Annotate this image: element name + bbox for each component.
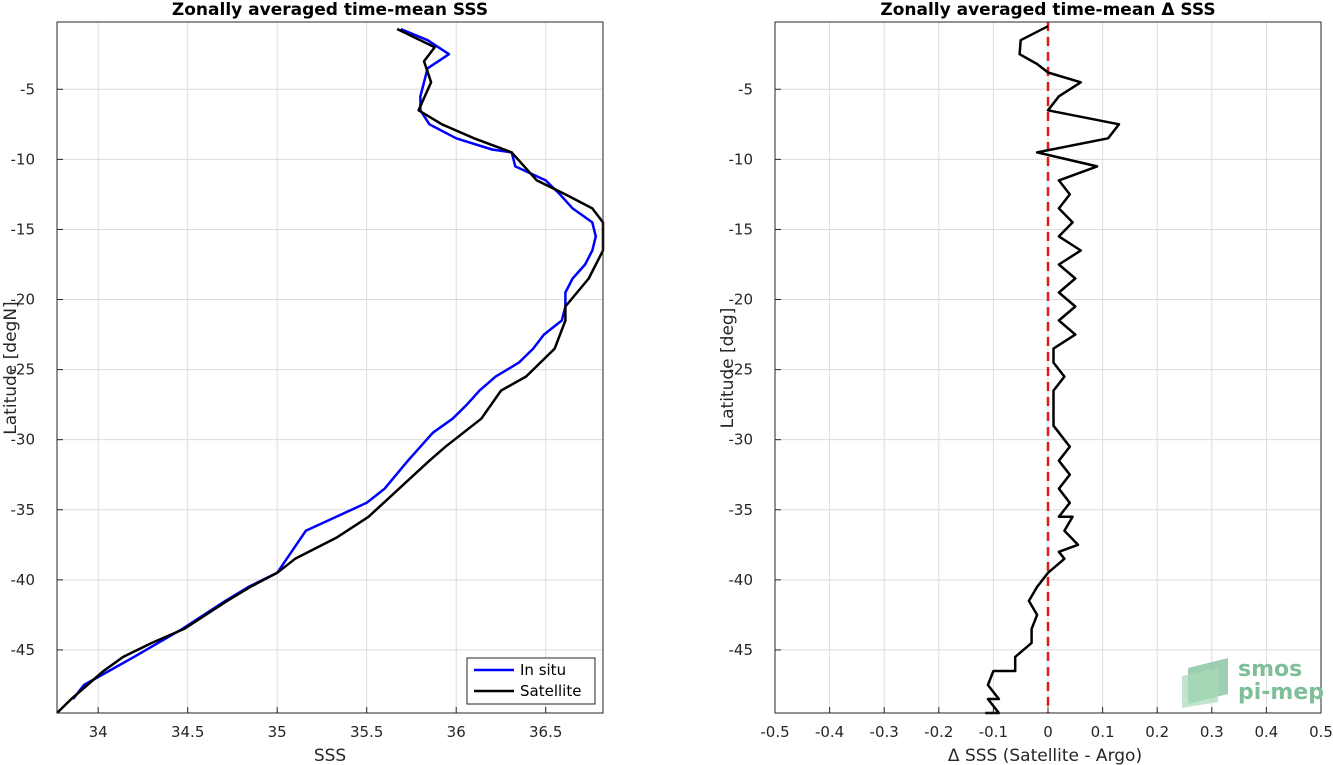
legend-box [466, 657, 596, 705]
right-plot-x-tick-label: 0.2 [1145, 723, 1169, 741]
right-plot-y-tick-label: -40 [729, 571, 754, 589]
left-plot-y-tick-label: -45 [11, 641, 36, 659]
right-plot-grid [774, 22, 1322, 713]
logo-text-smos: smos [1238, 657, 1302, 682]
right-plot-x-tick-label: -0.3 [870, 723, 899, 741]
right-plot-x-tick-label: 0 [1043, 723, 1053, 741]
right-plot-x-tick-label: -0.1 [979, 723, 1008, 741]
right-plot-x-tick-label: 0.1 [1091, 723, 1115, 741]
legend: In situ Satellite [466, 657, 596, 705]
left-plot-y-tick-label: -25 [11, 361, 36, 379]
right-plot-panel: -0.5 -0.4 -0.3 -0.2 -0.1 0 0.1 0.2 0.3 0.4 0.5 -5-… [718, 0, 1333, 765]
right-plot-y-tick-label: -5 [738, 80, 753, 98]
right-plot-x-axis-label: Δ SSS (Satellite - Argo) [948, 746, 1142, 765]
right-plot-y-ticks: -5 -10 -15 -20 -25 -30 -35 -40 -45 [729, 80, 781, 659]
right-plot-y-tick-label: -20 [729, 291, 754, 309]
right-plot-y-tick-label: -35 [729, 501, 754, 519]
right-plot-x-tick-label: 0.4 [1254, 723, 1278, 741]
right-plot-x-tick-label: -0.5 [760, 723, 789, 741]
right-plot-x-ticks: -0.5 -0.4 -0.3 -0.2 -0.1 0 0.1 0.2 0.3 0.4 0.5 [760, 707, 1333, 741]
left-plot-grid [57, 22, 603, 713]
right-plot-frame [774, 21, 1322, 714]
right-plot-y-tick-label: -45 [729, 641, 754, 659]
right-plot-x-tick-label: -0.4 [815, 723, 844, 741]
left-plot-y-tick-label: -35 [11, 501, 36, 519]
left-plot-y-tick-label: -15 [11, 220, 36, 238]
legend-label-satellite: Satellite [520, 682, 581, 700]
left-plot-series-line-satellite [56, 27, 605, 714]
logo-text-pi-mep: pi-mep [1238, 680, 1324, 705]
right-plot-x-tick-label: -0.2 [924, 723, 953, 741]
left-plot-x-tick-label: 34.5 [171, 723, 204, 741]
left-plot-title: Zonally averaged time-mean SSS [172, 0, 488, 20]
right-plot-y-tick-label: -15 [729, 220, 754, 238]
right-plot-x-tick-label: 0.3 [1200, 723, 1224, 741]
left-plot-y-ticks: -5 -10 -15 -20 -25 -30 -35 -40 -45 [11, 80, 63, 659]
left-plot-y-tick-label: -10 [11, 150, 36, 168]
right-plot-y-tick-label: -25 [729, 361, 754, 379]
smos-pi-mep-logo: smos pi-mep [1182, 657, 1324, 708]
left-plot-x-tick-label: 35.5 [350, 723, 383, 741]
left-plot-series [56, 27, 605, 714]
logo-mark-front [1182, 668, 1218, 708]
left-plot-y-tick-label: -20 [11, 291, 36, 309]
legend-label-in-situ: In situ [520, 661, 566, 679]
left-plot-y-axis-label: Latitude [degN] [1, 301, 21, 434]
right-plot-series-line-delta-sss [985, 25, 1121, 715]
left-plot-x-tick-label: 35 [268, 723, 287, 741]
left-plot-x-axis-label: SSS [314, 746, 346, 765]
left-plot-panel: 34 34.5 35 35.5 36 36.5 -5-10-15-20-25-30-35-… [1, 0, 605, 765]
right-plot-y-tick-label: -10 [729, 150, 754, 168]
left-plot-series-line-in-situ [72, 27, 598, 700]
right-plot-series [985, 25, 1121, 715]
right-plot-title: Zonally averaged time-mean Δ SSS [880, 0, 1215, 20]
right-plot-x-tick-label: 0.5 [1309, 723, 1333, 741]
left-plot-x-tick-label: 36 [447, 723, 466, 741]
left-plot-x-tick-label: 36.5 [529, 723, 562, 741]
left-plot-x-tick-label: 34 [89, 723, 108, 741]
left-plot-y-tick-label: -40 [11, 571, 36, 589]
right-plot-y-tick-label: -30 [729, 431, 754, 449]
right-plot-y-axis-label: Latitude [deg] [718, 308, 738, 429]
left-plot-x-ticks: 34 34.5 35 35.5 36 36.5 [89, 707, 562, 741]
left-plot-y-tick-label: -30 [11, 431, 36, 449]
left-plot-frame [56, 21, 604, 714]
left-plot-y-tick-label: -5 [20, 80, 35, 98]
